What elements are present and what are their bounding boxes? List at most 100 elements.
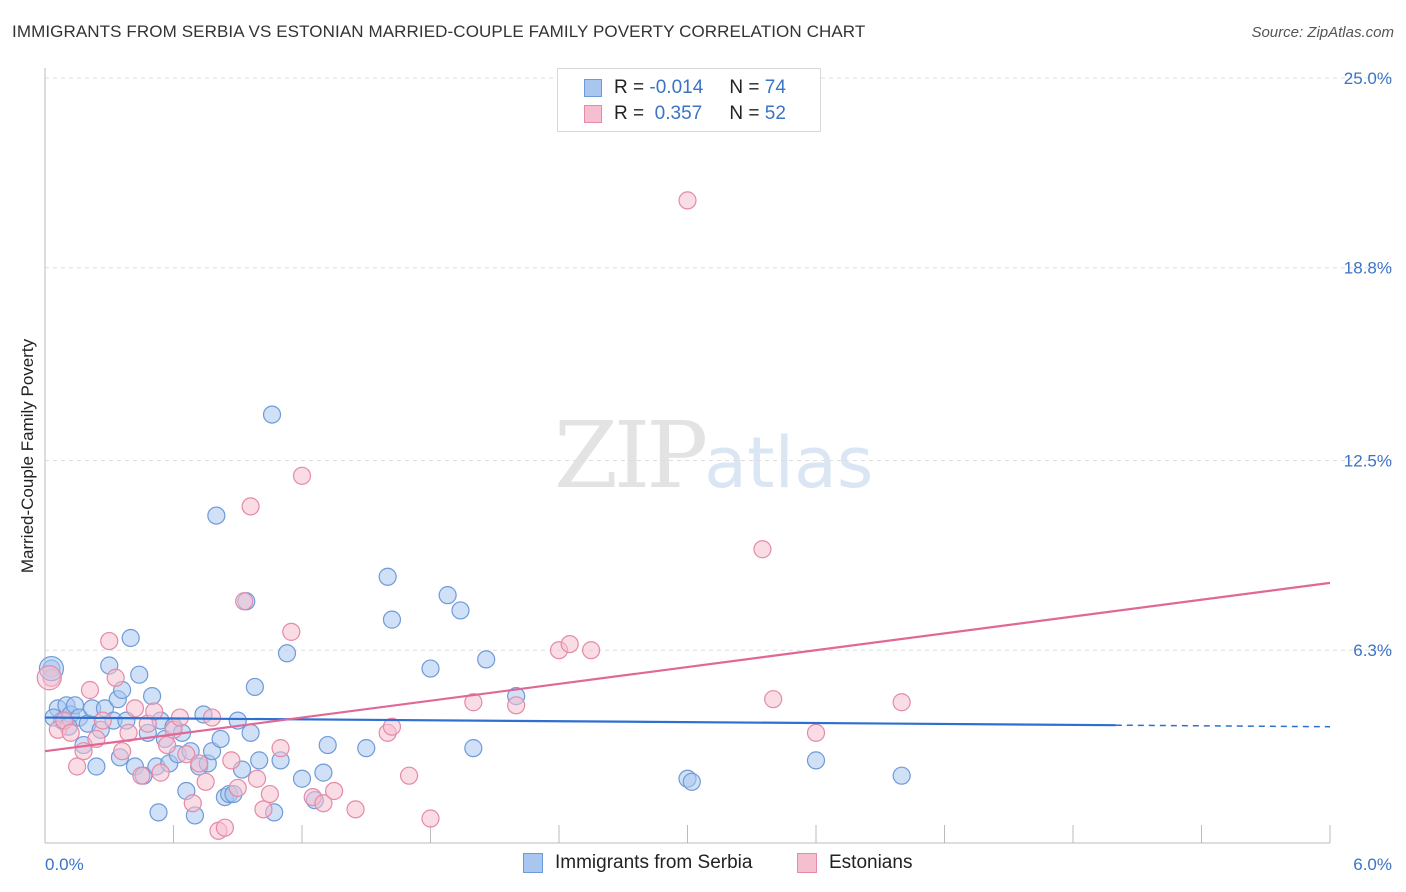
legend-item-estonians[interactable]: Estonians (797, 852, 912, 874)
estonian-point (806, 723, 826, 742)
estonian-point (507, 696, 526, 715)
legend-swatch-serbia (523, 853, 543, 873)
estonian-point (346, 800, 365, 819)
serbia-point (292, 769, 312, 788)
serbia-point (382, 610, 402, 629)
serbia-point (121, 628, 140, 648)
estonian-point (202, 708, 222, 727)
legend-item-serbia[interactable]: Immigrants from Serbia (523, 852, 752, 874)
serbia-point (464, 739, 483, 758)
estonian-point (421, 809, 440, 828)
estonian-point (282, 622, 301, 641)
y-tick-label: 18.8% (1344, 259, 1392, 278)
estonian-point (106, 668, 125, 687)
stats-swatch-serbia (584, 79, 602, 97)
estonian-point (132, 766, 151, 785)
stats-n-value: 74 (764, 77, 786, 98)
estonian-point (100, 631, 119, 651)
stats-n-label: N = (729, 103, 760, 124)
estonian-point (325, 781, 344, 801)
serbia-point (892, 766, 911, 785)
stats-swatch-estonians (584, 105, 602, 123)
estonian-point (464, 693, 483, 712)
serbia-point (318, 735, 337, 755)
estonian-trend-line (44, 581, 1331, 753)
x-tick-label: 6.0% (1353, 855, 1392, 874)
stats-r-label: R = (614, 103, 645, 124)
serbia-point (130, 665, 149, 684)
serbia-point (211, 729, 230, 749)
serbia-point (149, 803, 168, 822)
watermark: ZIPatlas (554, 402, 873, 509)
stats-n-value: 52 (764, 103, 786, 124)
estonian-point (222, 751, 241, 770)
estonian-point (157, 735, 177, 755)
stats-box: R = -0.014 N = 74 R = 0.357 N = 52 (557, 68, 821, 132)
serbia-point (245, 677, 264, 697)
estonian-point (93, 711, 112, 730)
serbia-point (207, 506, 226, 525)
stats-n-label: N = (729, 77, 760, 98)
y-tick-label: 12.5% (1344, 452, 1392, 471)
serbia-point (477, 650, 496, 669)
estonian-point (247, 769, 267, 788)
estonian-point (271, 739, 290, 758)
estonian-point (892, 693, 911, 712)
serbia-point (87, 757, 106, 776)
legend-swatch-estonians (797, 853, 817, 873)
estonian-point (112, 742, 132, 761)
serbia-trend-line-dashed (1115, 724, 1331, 728)
estonian-point (764, 690, 783, 709)
serbia-point (806, 751, 826, 770)
serbia-point (451, 601, 470, 620)
watermark-zip: ZIP (554, 402, 708, 509)
y-tick-label: 6.3% (1353, 641, 1392, 660)
chart-title: IMMIGRANTS FROM SERBIA VS ESTONIAN MARRI… (12, 22, 866, 41)
stats-row-estonians: R = 0.357 N = 52 (584, 102, 786, 126)
estonian-point (183, 794, 202, 813)
stats-r-value: -0.014 (649, 77, 704, 98)
estonian-point (399, 766, 419, 785)
stats-row-serbia: R = -0.014 N = 74 (584, 76, 786, 100)
estonian-point (678, 191, 697, 210)
y-tick-label: 25.0% (1344, 69, 1392, 88)
estonian-point (125, 699, 145, 718)
estonian-point (80, 680, 100, 700)
estonian-point (36, 665, 62, 691)
estonian-point (382, 717, 402, 736)
serbia-point (357, 739, 376, 758)
serbia-point (438, 586, 457, 605)
source-label: Source: ZipAtlas.com (1251, 24, 1394, 41)
estonian-point (314, 794, 333, 813)
legend-label-estonians: Estonians (829, 852, 913, 873)
x-tick-label: 0.0% (45, 855, 84, 874)
legend-label-serbia: Immigrants from Serbia (555, 852, 753, 873)
serbia-point (314, 763, 333, 782)
estonian-point (241, 497, 260, 516)
stats-r-label: R = (614, 77, 645, 98)
estonian-point (145, 702, 164, 721)
estonian-point (151, 763, 170, 782)
estonian-point (190, 754, 209, 773)
estonian-point (196, 772, 215, 791)
serbia-point (682, 772, 701, 791)
serbia-point (262, 405, 282, 424)
estonian-point (235, 592, 254, 611)
estonian-point (61, 723, 80, 742)
serbia-point (250, 751, 269, 770)
estonian-point (228, 778, 247, 798)
estonian-point (753, 540, 772, 559)
estonian-point (260, 784, 279, 804)
serbia-point (277, 644, 297, 663)
serbia-point (241, 723, 260, 742)
watermark-atlas: atlas (704, 422, 874, 504)
serbia-point (378, 567, 397, 586)
serbia-trend-line (44, 716, 1116, 727)
estonian-point (560, 634, 579, 654)
estonian-point (177, 745, 196, 764)
estonian-point (215, 818, 234, 837)
serbia-point (142, 687, 162, 706)
estonian-point (292, 466, 312, 485)
stats-r-value: 0.357 (649, 103, 703, 124)
